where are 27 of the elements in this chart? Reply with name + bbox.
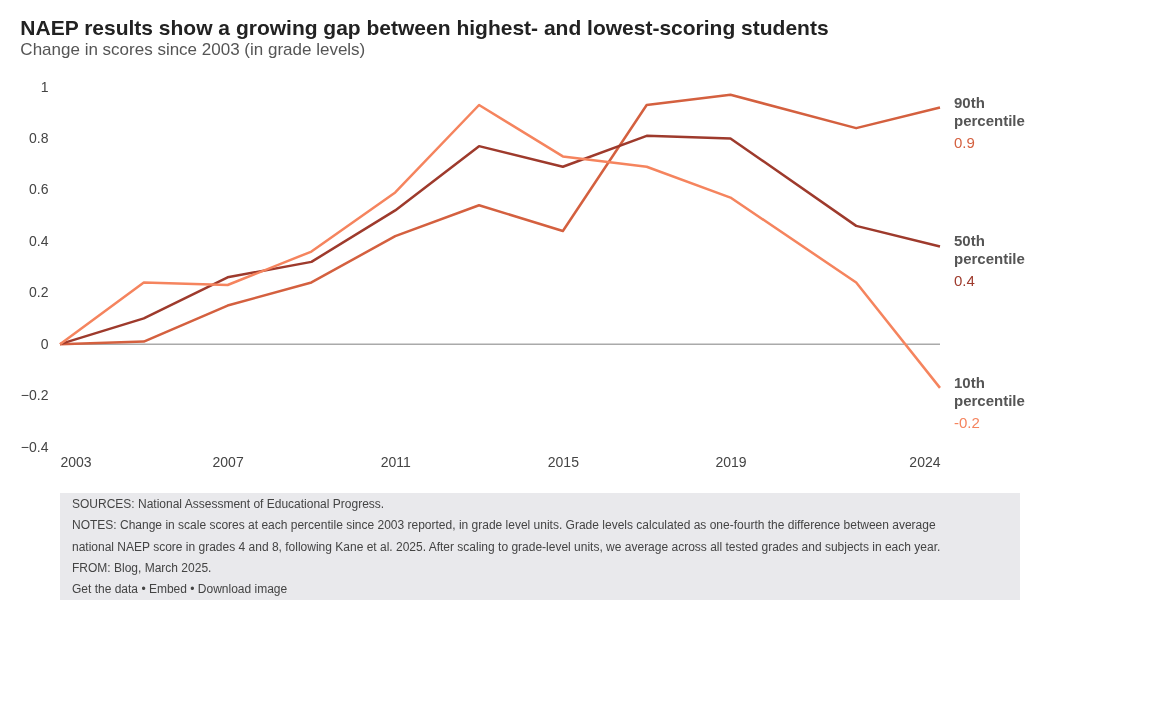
x-tick-label: 2015 xyxy=(547,453,580,470)
data-label: 0.4 xyxy=(954,272,975,290)
x-tick-label: 2011 xyxy=(380,453,411,470)
source-note: SOURCES: National Assessment of Educational Progress. xyxy=(72,496,385,511)
series-label: 50th percentile xyxy=(954,232,1025,268)
y-tick-label: 1 xyxy=(40,78,49,95)
data-label: -0.2 xyxy=(954,413,980,431)
chart-title: NAEP results show a growing gap between highest- and lowest-scoring students xyxy=(20,16,829,39)
y-tick-label: −0.2 xyxy=(20,387,49,404)
y-tick-label: 0.6 xyxy=(29,181,49,198)
y-tick-label: 0.2 xyxy=(29,284,49,301)
series-label: 90th percentile xyxy=(954,93,1025,129)
data-label: 0.9 xyxy=(954,133,975,151)
line-series xyxy=(58,103,942,390)
y-tick-label: 0.4 xyxy=(29,232,49,249)
text: FROM: Blog, March 2025. xyxy=(72,560,212,575)
series-label: 10th percentile xyxy=(954,373,1025,409)
text: NOTES: Change in scale scores at each percentile since 2003 reported, in grade level units. Grade levels calculated as one-fourth the difference between average national NAEP score in grades 4 and 8, following Kane et al. 2025. After scaling to grade-level units, we average across all tested grades and subjects in each year. xyxy=(72,518,941,554)
x-tick-label: 2024 xyxy=(909,453,941,470)
x-tick-label: 2019 xyxy=(715,453,747,470)
x-tick-label: 2007 xyxy=(212,453,244,470)
x-tick-label: 2003 xyxy=(60,453,92,470)
chart-subtitle: Change in scores since 2003 (in grade levels) xyxy=(20,40,366,59)
y-tick-label: 0.8 xyxy=(29,129,49,146)
text: Get the data • Embed • Download image xyxy=(72,582,288,597)
y-tick-label: −0.4 xyxy=(20,438,49,455)
y-tick-label: 0 xyxy=(40,335,49,352)
